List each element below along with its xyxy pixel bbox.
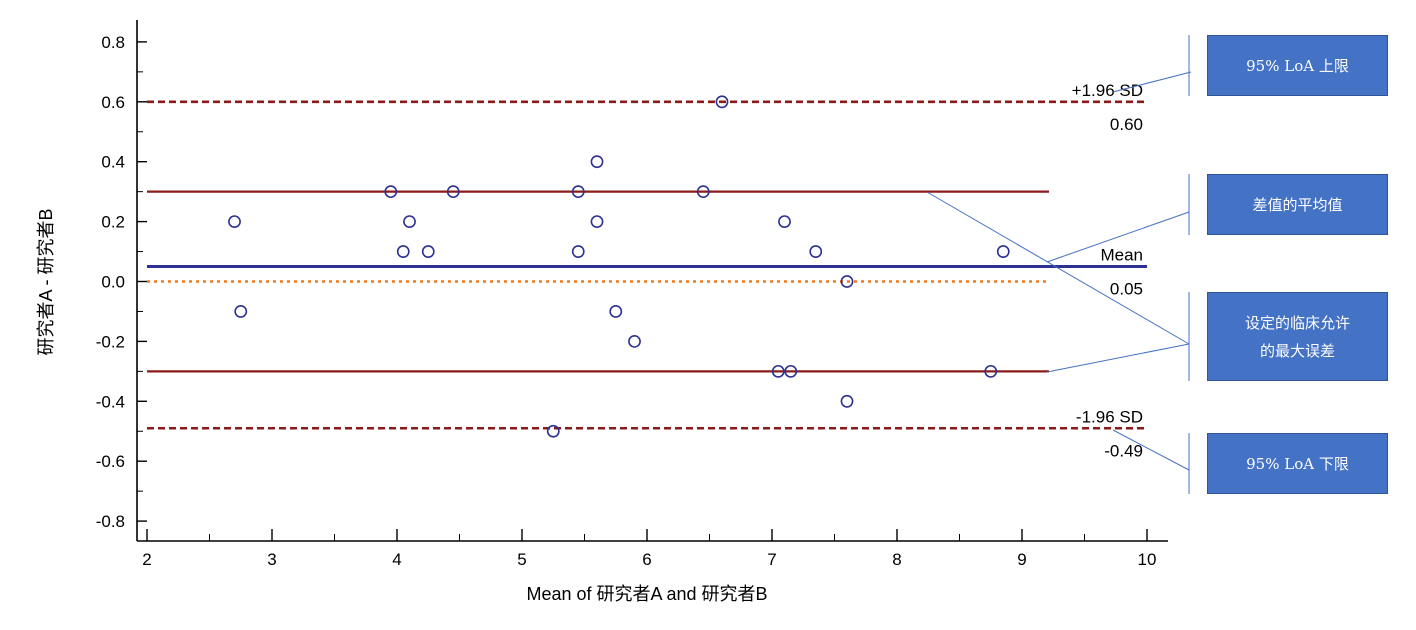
data-point [715,95,729,109]
data-point [784,364,798,378]
x-tick-label: 7 [767,550,776,569]
data-point [771,364,785,378]
ref-label-mean-value: 0.05 [1110,280,1143,299]
y-tick-label: 0.0 [101,273,125,292]
data-point [446,185,460,199]
data-point [840,394,854,408]
data-point [984,364,998,378]
callout-clinical-max-error: 设定的临床允许 的最大误差 [1207,292,1388,381]
data-point [571,245,585,258]
data-point [234,305,248,318]
data-point [421,245,435,258]
reference-line-labels: +1.96 SD 0.60 Mean 0.05 -1.96 SD -0.49 [1072,81,1143,460]
data-point [996,245,1010,258]
x-tick-label: 10 [1138,550,1157,569]
data-point [384,185,398,199]
data-point [590,155,604,169]
y-tick-label: 0.4 [101,153,125,172]
callout-lower-loa: 95% LoA 下限 [1207,433,1388,494]
y-tick-label: 0.6 [101,93,125,112]
x-tick-label: 4 [392,550,401,569]
data-point [403,215,416,228]
data-point [609,305,623,318]
y-tick-label: -0.4 [96,392,125,411]
x-tick-label: 2 [142,550,151,569]
ref-label-lower-loa-name: -1.96 SD [1076,407,1143,426]
ref-label-mean-name: Mean [1100,246,1143,265]
data-point [571,185,585,199]
y-tick-label: -0.2 [96,332,125,351]
callout-leader [1046,211,1190,263]
callout-leader-lines [926,35,1192,494]
data-point [840,275,854,288]
data-point [628,334,641,348]
x-tick-label: 8 [892,550,901,569]
data-point [809,245,823,258]
data-point [696,185,710,199]
data-point [778,215,791,228]
y-tick-label: -0.8 [96,512,125,531]
callout-mean-difference: 差值的平均值 [1207,174,1388,235]
callout-leader [1046,343,1190,373]
callout-upper-loa: 95% LoA 上限 [1207,35,1388,96]
data-points [228,95,1010,438]
callout-leader [1112,429,1190,471]
data-point [590,215,604,228]
y-tick-label: 0.2 [101,213,125,232]
data-point [546,424,560,438]
x-tick-label: 5 [517,550,526,569]
callout-leader [1112,71,1192,93]
reference-lines [147,100,1147,430]
ref-label-upper-loa-name: +1.96 SD [1072,81,1143,100]
x-axis-title: Mean of 研究者A and 研究者B [526,584,767,604]
axes: -0.8 -0.6 -0.4 -0.2 0.0 0.2 0.4 0.6 0.8 2 3 4 5 6 7 8 9 1… [96,20,1168,569]
x-tick-label: 3 [267,550,276,569]
y-tick-label: 0.8 [101,33,125,52]
x-tick-label: 6 [642,550,651,569]
callout-leader [926,191,1190,345]
x-tick-label: 9 [1017,550,1026,569]
data-point [228,215,241,228]
data-point [396,245,410,258]
ref-label-lower-loa-value: -0.49 [1104,441,1143,460]
y-tick-label: -0.6 [96,452,125,471]
ref-label-upper-loa-value: 0.60 [1110,115,1143,134]
y-axis-title: 研究者A - 研究者B [36,208,56,355]
